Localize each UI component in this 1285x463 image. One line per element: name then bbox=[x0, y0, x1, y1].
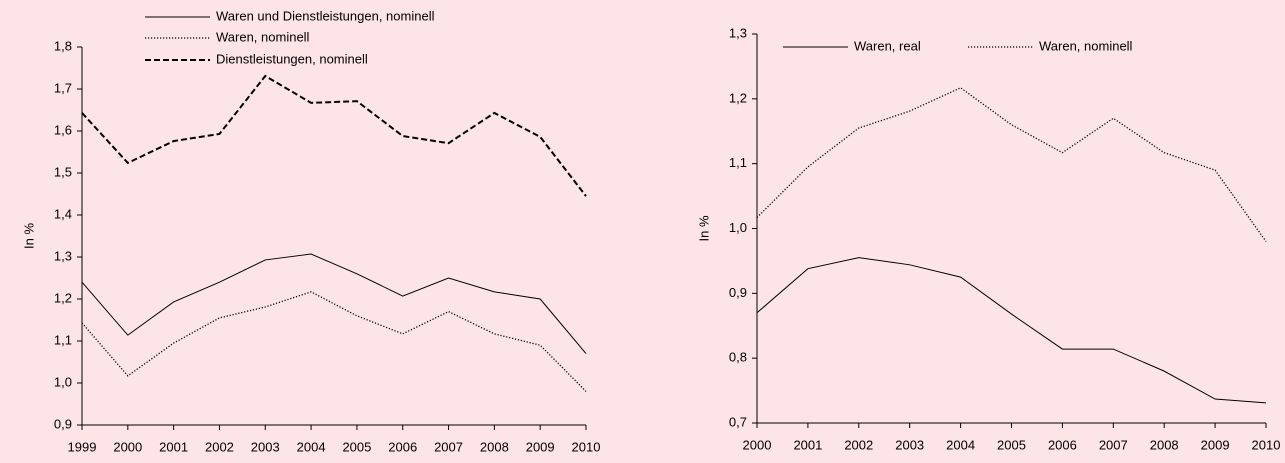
y-tick-label: 0,8 bbox=[729, 350, 747, 365]
x-tick-label: 2002 bbox=[844, 437, 873, 452]
x-tick-label: 2004 bbox=[946, 437, 975, 452]
x-tick-label: 2004 bbox=[297, 439, 326, 454]
y-tick-label: 0,9 bbox=[729, 285, 747, 300]
legend-label: Dienstleistungen, nominell bbox=[216, 51, 368, 66]
x-tick-label: 2007 bbox=[434, 439, 463, 454]
x-tick-label: 2003 bbox=[895, 437, 924, 452]
x-tick-label: 2001 bbox=[159, 439, 188, 454]
x-tick-label: 2009 bbox=[1201, 437, 1230, 452]
x-tick-label: 2000 bbox=[113, 439, 142, 454]
x-tick-label: 2005 bbox=[342, 439, 371, 454]
y-axis-title: In % bbox=[21, 223, 36, 249]
line bbox=[81, 253, 587, 354]
y-tick-label: 0,9 bbox=[54, 416, 72, 431]
legend-label: Waren und Dienstleistungen, nominell bbox=[216, 8, 435, 23]
x-tick-label: 2010 bbox=[1252, 437, 1281, 452]
x-tick-label: 2002 bbox=[205, 439, 234, 454]
y-tick-label: 1,6 bbox=[54, 122, 72, 137]
y-tick-label: 1,3 bbox=[729, 25, 747, 40]
line bbox=[756, 257, 1267, 404]
legend-label: Waren, real bbox=[854, 38, 921, 53]
y-tick-label: 1,3 bbox=[54, 248, 72, 263]
x-tick-label: 2006 bbox=[388, 439, 417, 454]
y-tick-label: 1,4 bbox=[54, 206, 72, 221]
y-tick-label: 1,5 bbox=[54, 164, 72, 179]
y-tick-label: 1,0 bbox=[54, 374, 72, 389]
y-tick-label: 1,7 bbox=[54, 80, 72, 95]
x-tick-label: 2005 bbox=[997, 437, 1026, 452]
x-tick-label: 2010 bbox=[572, 439, 601, 454]
legend-label: Waren, nominell bbox=[216, 29, 310, 44]
legend-label: Waren, nominell bbox=[1039, 38, 1133, 53]
x-tick-label: 1999 bbox=[68, 439, 97, 454]
x-tick-label: 2003 bbox=[251, 439, 280, 454]
line bbox=[81, 74, 587, 197]
x-tick-label: 2007 bbox=[1099, 437, 1128, 452]
y-tick-label: 1,1 bbox=[54, 332, 72, 347]
y-axis-title: In % bbox=[696, 215, 711, 241]
line bbox=[81, 291, 587, 392]
x-tick-label: 2009 bbox=[526, 439, 555, 454]
y-tick-label: 1,2 bbox=[729, 90, 747, 105]
y-tick-label: 0,7 bbox=[729, 414, 747, 429]
x-tick-label: 2008 bbox=[480, 439, 509, 454]
y-tick-label: 1,2 bbox=[54, 290, 72, 305]
y-tick-label: 1,8 bbox=[54, 38, 72, 53]
line bbox=[756, 87, 1267, 242]
x-tick-label: 2006 bbox=[1048, 437, 1077, 452]
x-tick-label: 2008 bbox=[1150, 437, 1179, 452]
y-tick-label: 1,1 bbox=[729, 155, 747, 170]
x-tick-label: 2000 bbox=[743, 437, 772, 452]
y-tick-label: 1,0 bbox=[729, 220, 747, 235]
x-tick-label: 2001 bbox=[793, 437, 822, 452]
